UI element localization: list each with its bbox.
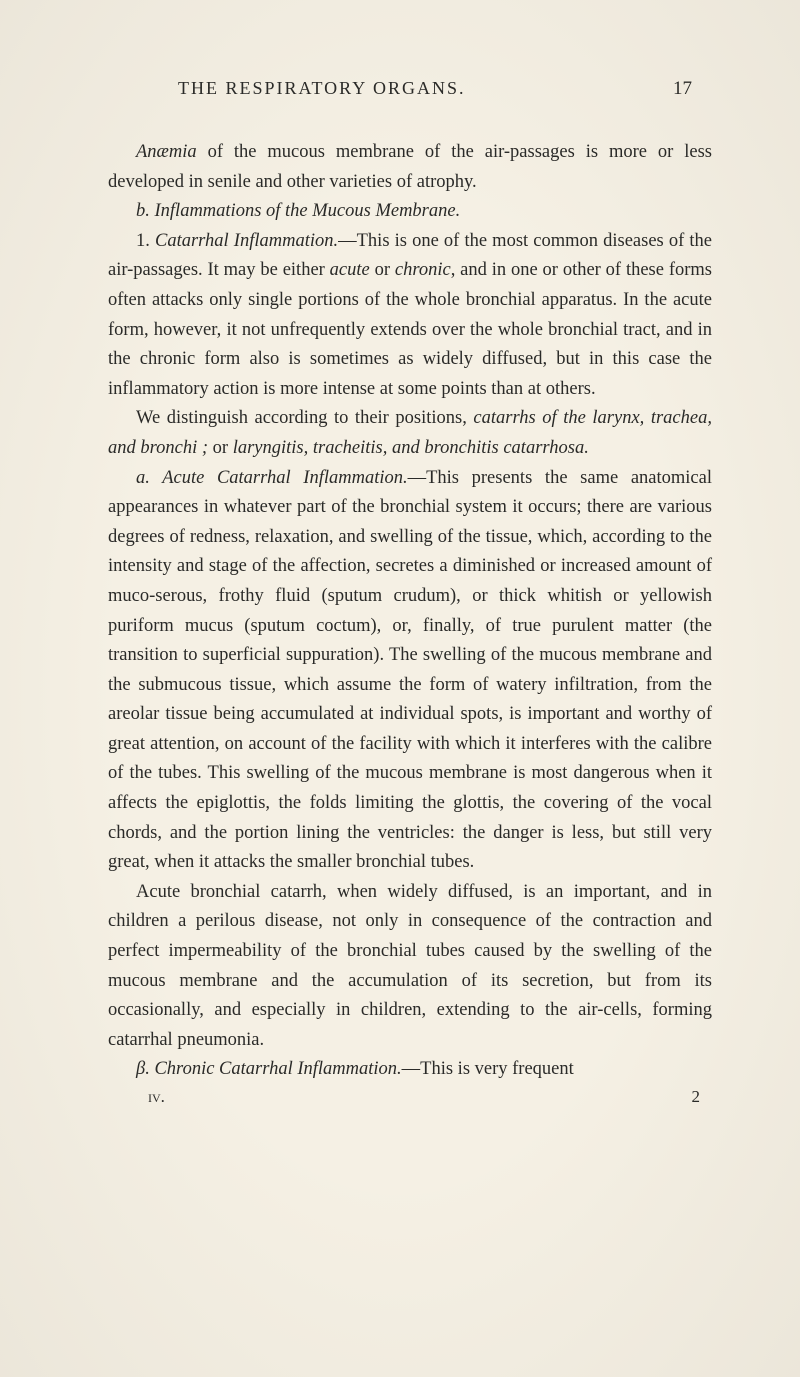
body-text-span: We distinguish according to their positi… [136, 408, 473, 428]
paragraph: Anæmia of the mucous membrane of the air… [108, 138, 712, 197]
page-header: THE RESPIRATORY ORGANS. 17 [108, 78, 712, 100]
paragraph: b. Inflammations of the Mucous Membrane. [108, 197, 712, 227]
body-text-span: 1. [136, 231, 155, 251]
italic-text: Catarrhal Inflammation. [155, 231, 338, 251]
page-number: 17 [673, 78, 692, 100]
italic-text: laryngitis, tracheitis, and bronchitis c… [233, 438, 589, 458]
body-text-span: —This is very frequent [402, 1059, 574, 1079]
paragraph: β. Chronic Catarrhal Inflammation.—This … [108, 1055, 712, 1085]
page-footer: IV. 2 [108, 1087, 712, 1107]
paragraph: a. Acute Catarrhal Inflammation.—This pr… [108, 464, 712, 878]
body-text-span: —This presents the same anatomical appea… [108, 468, 712, 873]
paragraph: 1. Catarrhal Inflammation.—This is one o… [108, 227, 712, 405]
body-text-span: or [370, 260, 395, 280]
signature-number: 2 [692, 1087, 701, 1107]
body-text-span: of the mucous membrane of the air-passag… [108, 142, 712, 192]
italic-text: β. Chronic Catarrhal Inflammation. [136, 1059, 402, 1079]
italic-text: acute [330, 260, 370, 280]
italic-text: chronic [395, 260, 451, 280]
paragraph: Acute bronchial catarrh, when widely dif… [108, 878, 712, 1056]
body-text-span: or [208, 438, 233, 458]
paragraph: We distinguish according to their positi… [108, 404, 712, 463]
italic-text: Anæmia [136, 142, 197, 162]
running-title: THE RESPIRATORY ORGANS. [178, 78, 466, 99]
body-text: Anæmia of the mucous membrane of the air… [108, 138, 712, 1085]
italic-text: a. Acute Catarrhal Inflammation. [136, 468, 408, 488]
italic-text: b. Inflammations of the Mucous Membrane. [136, 201, 460, 221]
body-text-span: Acute bronchial catarrh, when widely dif… [108, 882, 712, 1050]
body-text-span: , and in one or other of these forms oft… [108, 260, 712, 398]
volume-label: IV. [148, 1087, 165, 1107]
